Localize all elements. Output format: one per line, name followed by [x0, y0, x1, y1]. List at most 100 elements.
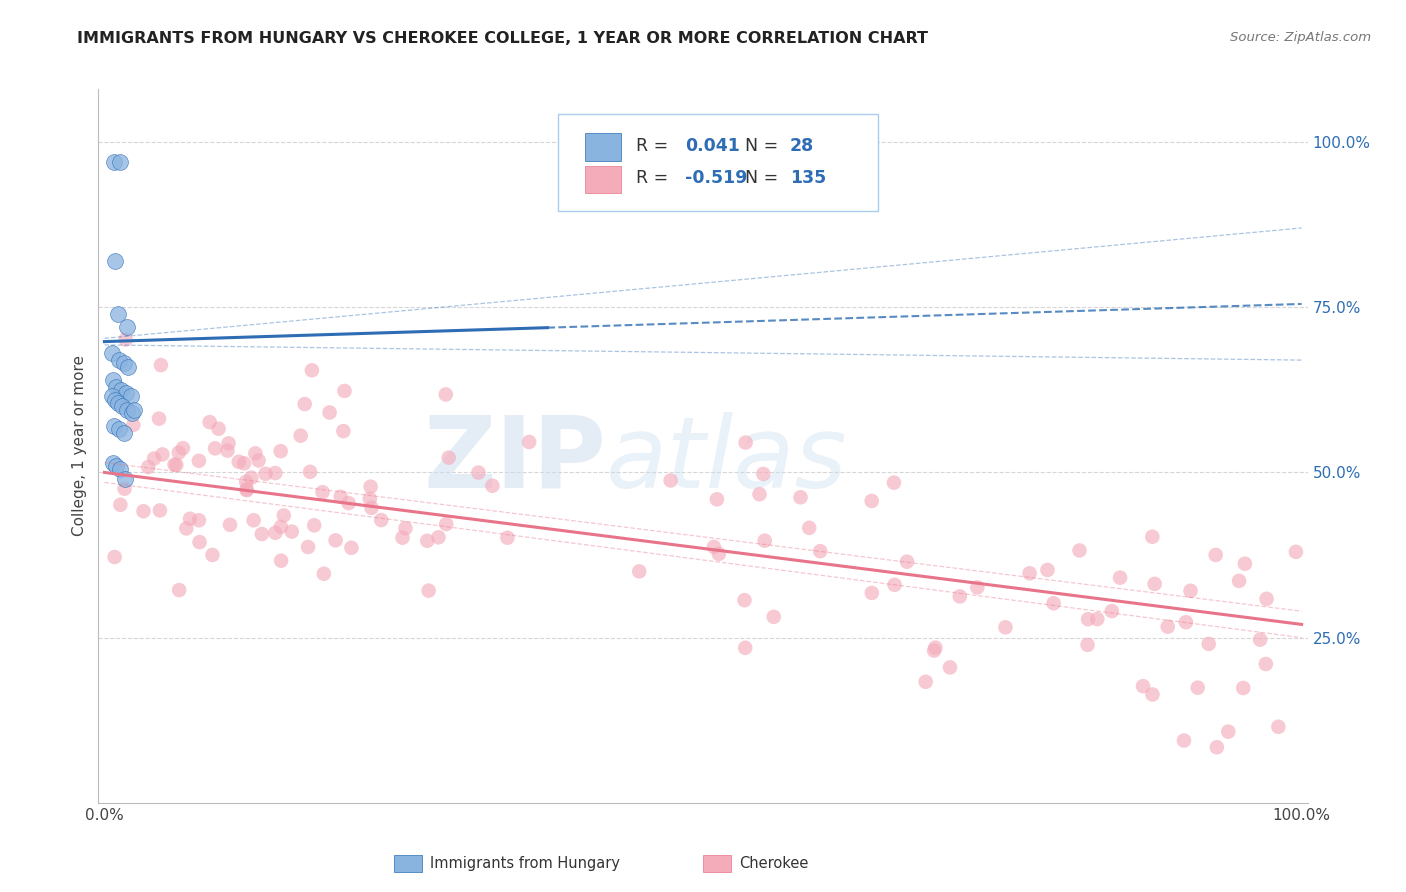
Text: R =: R =	[637, 137, 675, 155]
Point	[360, 500, 382, 515]
Point	[896, 555, 918, 569]
Point	[111, 400, 134, 414]
Point	[270, 520, 292, 534]
Point	[1232, 681, 1254, 695]
Text: Source: ZipAtlas.com: Source: ZipAtlas.com	[1230, 31, 1371, 45]
Point	[1180, 583, 1202, 598]
Point	[104, 549, 127, 564]
Point	[360, 480, 382, 494]
Point	[427, 530, 450, 544]
Point	[467, 466, 489, 480]
Point	[124, 402, 146, 417]
Point	[198, 415, 221, 429]
Point	[233, 456, 256, 470]
Point	[883, 578, 905, 592]
Point	[1249, 632, 1271, 647]
Point	[117, 359, 139, 374]
Point	[1109, 571, 1132, 585]
Bar	[585, 166, 621, 193]
Point	[167, 582, 190, 597]
Point	[325, 533, 347, 548]
Text: N =: N =	[745, 169, 785, 187]
Point	[240, 470, 263, 484]
Point	[254, 467, 277, 481]
Bar	[394, 855, 422, 872]
Bar	[703, 855, 731, 872]
Point	[340, 541, 363, 555]
Point	[1218, 724, 1240, 739]
Point	[1175, 615, 1198, 630]
Point	[1285, 545, 1308, 559]
Point	[318, 405, 340, 419]
Point	[107, 353, 129, 368]
Point	[1085, 612, 1108, 626]
Point	[270, 554, 292, 568]
Point	[1205, 740, 1227, 755]
Point	[703, 540, 725, 554]
Point	[167, 445, 190, 459]
Point	[1069, 543, 1091, 558]
Point	[416, 533, 439, 548]
Point	[121, 406, 143, 420]
Point	[100, 389, 122, 403]
Point	[799, 521, 821, 535]
Point	[114, 472, 136, 486]
Point	[939, 660, 962, 674]
Point	[706, 492, 728, 507]
Point	[994, 620, 1017, 634]
Point	[860, 494, 883, 508]
Point	[1077, 612, 1099, 626]
Point	[108, 154, 131, 169]
Point	[110, 383, 132, 397]
Point	[218, 436, 240, 450]
Point	[273, 508, 295, 523]
Point	[391, 531, 413, 545]
Point	[311, 485, 333, 500]
Point	[242, 513, 264, 527]
Point	[114, 333, 136, 347]
Point	[517, 435, 540, 450]
Point	[297, 540, 319, 554]
Point	[101, 373, 124, 387]
Point	[290, 428, 312, 442]
Point	[437, 450, 460, 465]
Point	[219, 517, 242, 532]
Point	[1233, 557, 1256, 571]
Point	[332, 424, 354, 438]
Point	[107, 307, 129, 321]
Point	[207, 422, 229, 436]
Text: 28: 28	[790, 137, 814, 155]
Point	[394, 521, 416, 535]
Point	[734, 640, 756, 655]
Point	[1077, 638, 1099, 652]
Point	[299, 465, 322, 479]
Point	[1036, 563, 1059, 577]
Point	[329, 490, 352, 504]
Point	[359, 491, 381, 506]
Bar	[585, 134, 621, 161]
Text: atlas: atlas	[606, 412, 848, 508]
Text: 135: 135	[790, 169, 827, 187]
Text: ZIP: ZIP	[423, 412, 606, 508]
Point	[187, 454, 209, 468]
Point	[1143, 577, 1166, 591]
Point	[187, 513, 209, 527]
Point	[481, 479, 503, 493]
Point	[107, 422, 129, 436]
Point	[808, 544, 831, 558]
Point	[370, 513, 392, 527]
Point	[333, 384, 356, 398]
Text: 0.041: 0.041	[685, 137, 740, 155]
Point	[114, 482, 136, 496]
Point	[264, 525, 287, 540]
Point	[270, 444, 292, 458]
Point	[302, 518, 325, 533]
Point	[924, 640, 946, 655]
Point	[1042, 596, 1064, 610]
Point	[418, 583, 440, 598]
Point	[914, 674, 936, 689]
Point	[734, 593, 756, 607]
Point	[100, 346, 122, 360]
Point	[172, 441, 194, 455]
Point	[148, 411, 170, 425]
